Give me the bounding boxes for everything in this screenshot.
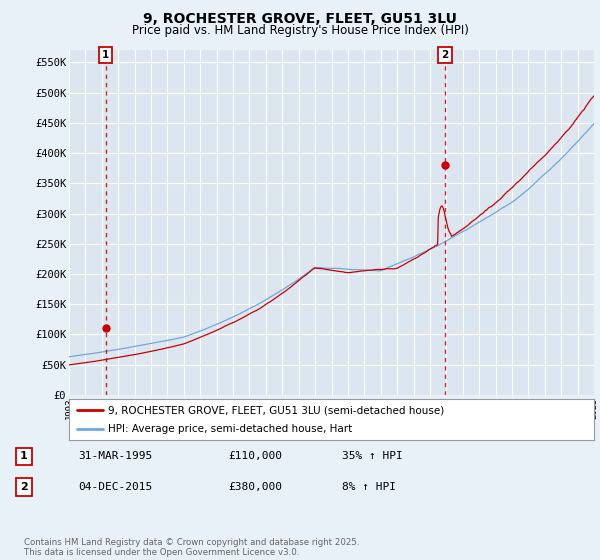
Text: 2: 2 xyxy=(442,50,449,60)
Text: 1: 1 xyxy=(20,451,28,461)
Text: Price paid vs. HM Land Registry's House Price Index (HPI): Price paid vs. HM Land Registry's House … xyxy=(131,24,469,37)
Text: 8% ↑ HPI: 8% ↑ HPI xyxy=(342,482,396,492)
Text: 9, ROCHESTER GROVE, FLEET, GU51 3LU: 9, ROCHESTER GROVE, FLEET, GU51 3LU xyxy=(143,12,457,26)
Text: HPI: Average price, semi-detached house, Hart: HPI: Average price, semi-detached house,… xyxy=(109,424,353,433)
Text: 35% ↑ HPI: 35% ↑ HPI xyxy=(342,451,403,461)
Text: £380,000: £380,000 xyxy=(228,482,282,492)
Text: £110,000: £110,000 xyxy=(228,451,282,461)
Text: 31-MAR-1995: 31-MAR-1995 xyxy=(78,451,152,461)
Text: 1: 1 xyxy=(102,50,110,60)
Text: 9, ROCHESTER GROVE, FLEET, GU51 3LU (semi-detached house): 9, ROCHESTER GROVE, FLEET, GU51 3LU (sem… xyxy=(109,405,445,415)
Text: Contains HM Land Registry data © Crown copyright and database right 2025.
This d: Contains HM Land Registry data © Crown c… xyxy=(24,538,359,557)
Text: 2: 2 xyxy=(20,482,28,492)
Text: 04-DEC-2015: 04-DEC-2015 xyxy=(78,482,152,492)
